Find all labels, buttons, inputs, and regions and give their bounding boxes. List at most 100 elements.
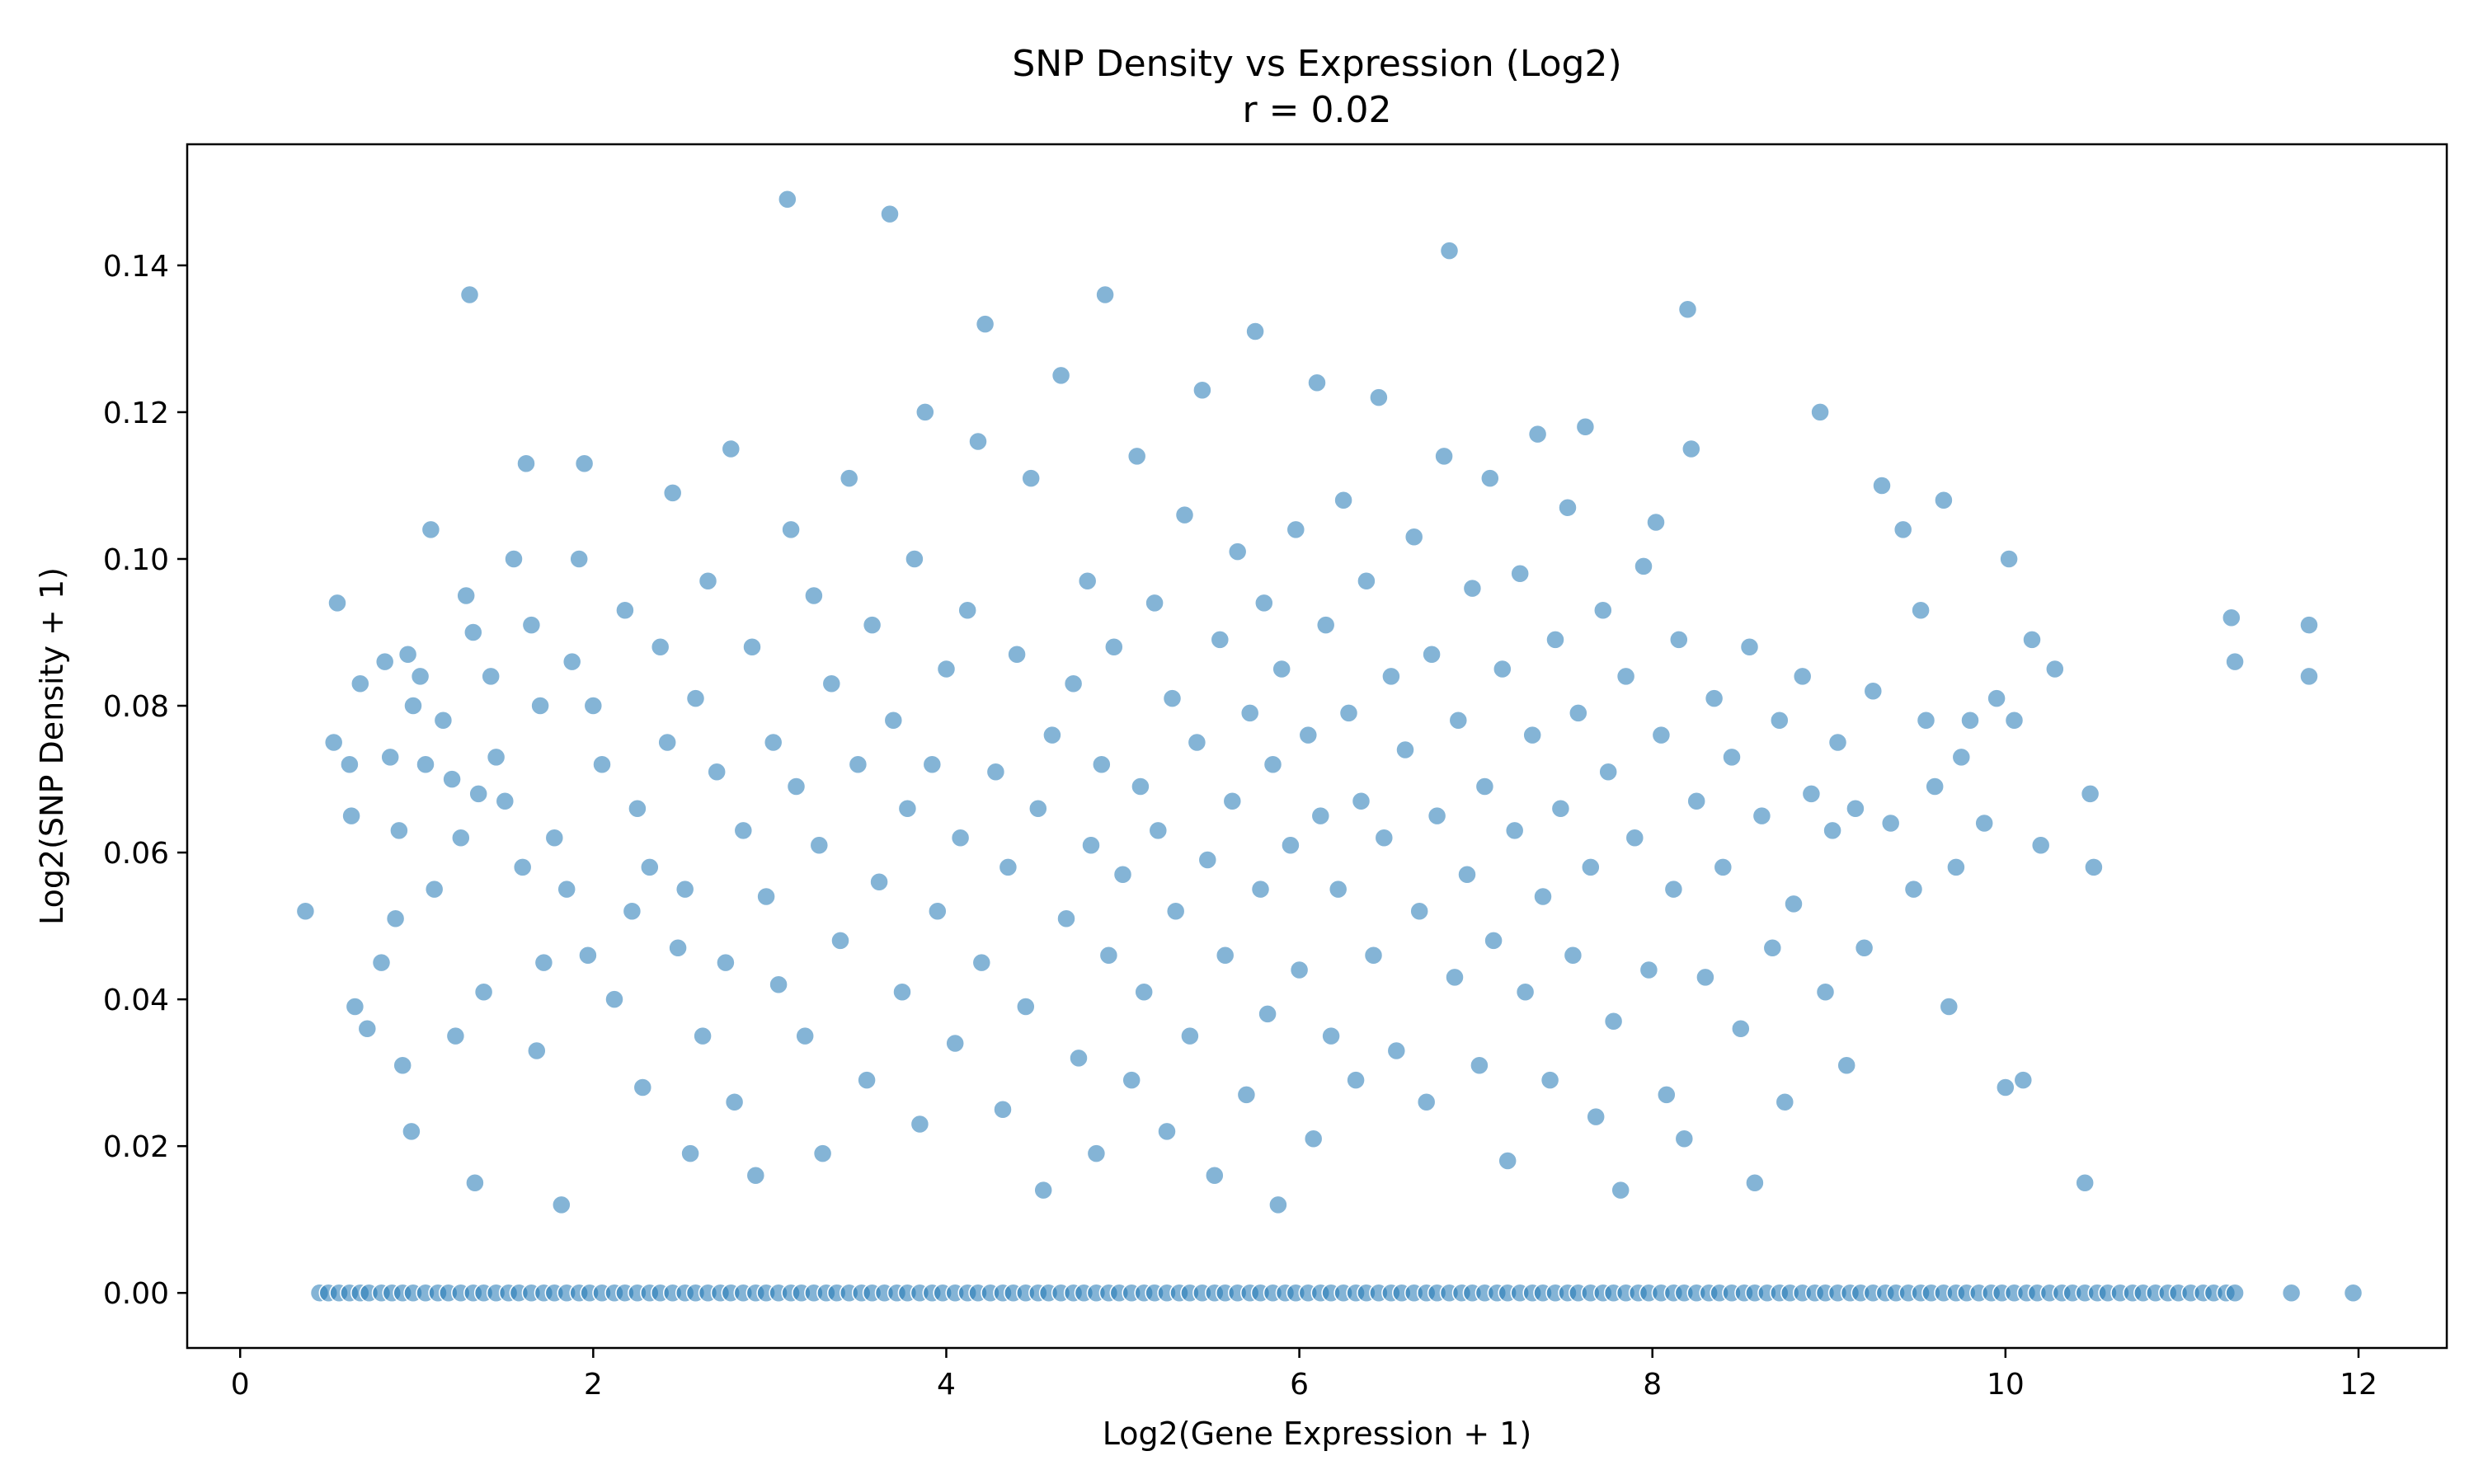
data-point-127 [1126,446,1147,467]
data-point-16 [403,696,423,716]
data-point-246 [1872,476,1892,495]
data-point-244 [1854,938,1874,958]
data-point-99 [945,1033,965,1054]
data-point-98 [936,659,957,679]
data-point-129 [1134,982,1154,1002]
data-point-32 [486,747,506,768]
data-point-34 [504,549,524,569]
x-axis-ticks: 0 2 4 6 8 10 12 [231,1348,2378,1402]
data-point-2 [327,593,347,613]
data-point-439 [2281,1283,2302,1303]
data-point-272 [2299,615,2319,635]
data-point-213 [1634,556,1653,576]
data-point-149 [1254,593,1274,613]
data-point-148 [1250,879,1271,899]
y-tick-label: 0.10 [103,543,169,577]
data-point-73 [763,732,783,753]
data-point-245 [1863,681,1884,701]
data-point-102 [968,431,988,452]
data-point-59 [668,938,688,958]
data-point-227 [1722,747,1742,768]
data-point-5 [345,997,365,1017]
data-point-216 [1651,725,1672,745]
data-point-248 [1893,519,1913,540]
data-point-47 [578,945,598,965]
data-point-3 [340,754,360,775]
data-point-21 [433,711,454,730]
data-point-125 [1112,865,1133,885]
data-point-153 [1272,659,1291,679]
data-point-53 [628,798,647,819]
y-tick-label: 0.06 [103,837,169,871]
data-point-75 [778,190,797,209]
data-point-258 [1974,813,1994,834]
data-point-14 [397,644,418,665]
data-point-267 [2075,1172,2095,1193]
data-point-4 [341,805,361,826]
data-point-20 [424,879,444,899]
chart-subtitle: r = 0.02 [1243,89,1392,131]
data-point-70 [742,637,762,657]
data-point-251 [1916,711,1936,730]
data-point-198 [1540,1070,1560,1090]
data-point-232 [1762,938,1783,958]
data-point-42 [552,1195,571,1215]
data-point-224 [1696,967,1715,988]
data-point-200 [1550,798,1571,819]
data-point-105 [985,762,1006,782]
data-point-67 [721,439,741,459]
data-point-147 [1245,322,1265,341]
data-point-48 [583,696,604,716]
data-point-45 [569,549,589,569]
data-point-179 [1427,805,1447,826]
data-point-159 [1307,373,1327,393]
data-point-111 [1028,798,1048,819]
data-point-49 [592,754,612,775]
data-point-71 [745,1166,766,1186]
data-point-183 [1448,711,1469,730]
data-point-137 [1187,732,1207,753]
data-point-96 [922,754,943,775]
data-point-30 [473,982,494,1002]
data-point-162 [1321,1026,1341,1046]
data-point-158 [1303,1129,1324,1149]
data-point-256 [1951,747,1972,768]
data-point-108 [1007,644,1027,665]
data-point-206 [1586,1106,1606,1127]
data-point-84 [839,468,859,488]
data-point-178 [1422,644,1442,665]
data-point-43 [557,879,576,899]
data-point-174 [1395,740,1415,760]
data-point-242 [1837,1055,1856,1076]
data-point-79 [804,585,824,606]
data-point-247 [1880,813,1901,834]
y-axis-label: Log2(SNP Density + 1) [34,567,70,925]
data-point-210 [1611,1180,1630,1200]
data-point-196 [1527,424,1548,444]
data-point-116 [1063,674,1084,694]
data-point-155 [1286,519,1306,540]
data-point-167 [1351,791,1371,811]
data-point-60 [675,879,695,899]
data-point-121 [1092,754,1112,775]
y-tick-label: 0.02 [103,1130,169,1164]
data-point-260 [1996,1078,2015,1097]
data-point-57 [657,732,677,753]
data-point-176 [1409,901,1429,922]
data-point-29 [468,784,488,804]
data-point-25 [456,585,476,606]
data-point-119 [1081,835,1101,855]
data-point-170 [1369,387,1389,407]
data-point-106 [993,1099,1013,1120]
data-point-114 [1051,365,1071,386]
data-point-117 [1069,1048,1089,1068]
data-point-207 [1593,600,1613,621]
data-point-235 [1784,894,1804,914]
data-point-78 [795,1026,815,1046]
data-point-46 [574,453,595,474]
data-point-233 [1770,711,1790,730]
data-point-205 [1581,857,1601,877]
data-point-109 [1016,997,1036,1017]
data-point-166 [1346,1070,1366,1090]
